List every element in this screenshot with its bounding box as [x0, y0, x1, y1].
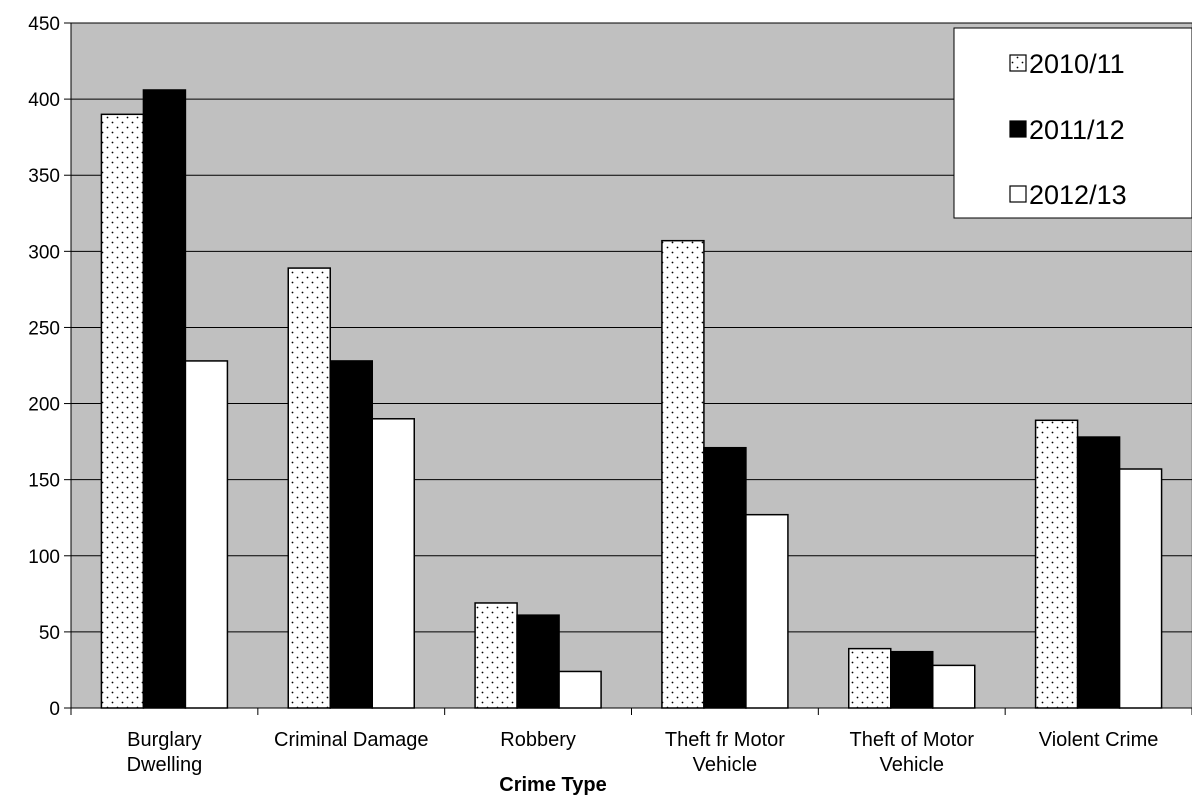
legend-label: 2010/11	[1029, 49, 1125, 79]
bar-2012-13-cat-3	[745, 513, 789, 709]
bar-2010-11-cat-4	[848, 647, 892, 709]
bar-2012-13-cat-0	[184, 360, 229, 709]
bar-2011-12-cat-0	[142, 89, 187, 709]
gridlines	[71, 22, 1192, 633]
x-category-label: Violent Crime	[1039, 729, 1159, 751]
x-category-label: Robbery	[500, 729, 576, 751]
bar-2011-12-cat-5	[1076, 436, 1121, 709]
legend-box	[953, 27, 1192, 219]
y-tick-label: 300	[28, 242, 60, 263]
bar-2012-13-cat-5	[1118, 468, 1163, 709]
bar-2012-13-cat-2	[558, 670, 602, 709]
y-tick-label: 100	[28, 547, 60, 568]
legend-swatch	[1009, 54, 1027, 72]
y-tick-label: 400	[28, 90, 60, 111]
bar-2010-11-cat-2	[474, 602, 518, 709]
bar-2011-12-cat-2	[516, 614, 560, 709]
x-category-labels: Burglary Dwelling Criminal Damage Robbery Th…	[127, 729, 1159, 776]
bar-2011-12-cat-4	[890, 650, 934, 709]
x-category-label: Criminal Damage	[274, 729, 429, 751]
y-tick-label: 50	[39, 623, 60, 644]
bar-2010-11-cat-0	[100, 113, 145, 709]
legend: 2010/11 2011/12 2012/13	[953, 27, 1192, 219]
legend-swatch	[1009, 120, 1027, 138]
x-category-label: Theft of Motor Vehicle	[850, 729, 975, 776]
bar-2012-13-cat-4	[932, 664, 976, 709]
bar-2012-13-cat-1	[371, 418, 415, 709]
y-tick-label: 0	[49, 699, 60, 720]
x-category-label: Theft fr Motor Vehicle	[665, 729, 785, 776]
x-axis-title: Crime Type	[499, 774, 606, 796]
axes	[64, 22, 1192, 715]
y-tick-label: 250	[28, 318, 60, 339]
legend-swatch	[1009, 185, 1027, 203]
y-tick-label: 450	[28, 14, 60, 35]
bar-2010-11-cat-3	[661, 239, 705, 709]
bar-2011-12-cat-1	[329, 360, 373, 709]
bar-2010-11-cat-1	[287, 267, 331, 709]
y-tick-labels: 0 50 100 150 200 250 300 350 400 450	[28, 14, 60, 720]
x-category-label: Burglary Dwelling	[127, 729, 203, 776]
y-tick-label: 150	[28, 471, 60, 492]
bars	[100, 89, 1163, 709]
legend-label: 2011/12	[1029, 115, 1125, 145]
bar-2011-12-cat-3	[703, 446, 747, 709]
legend-label: 2012/13	[1029, 180, 1127, 210]
y-tick-label: 350	[28, 166, 60, 187]
y-tick-label: 200	[28, 395, 60, 416]
bar-2010-11-cat-5	[1034, 419, 1079, 709]
